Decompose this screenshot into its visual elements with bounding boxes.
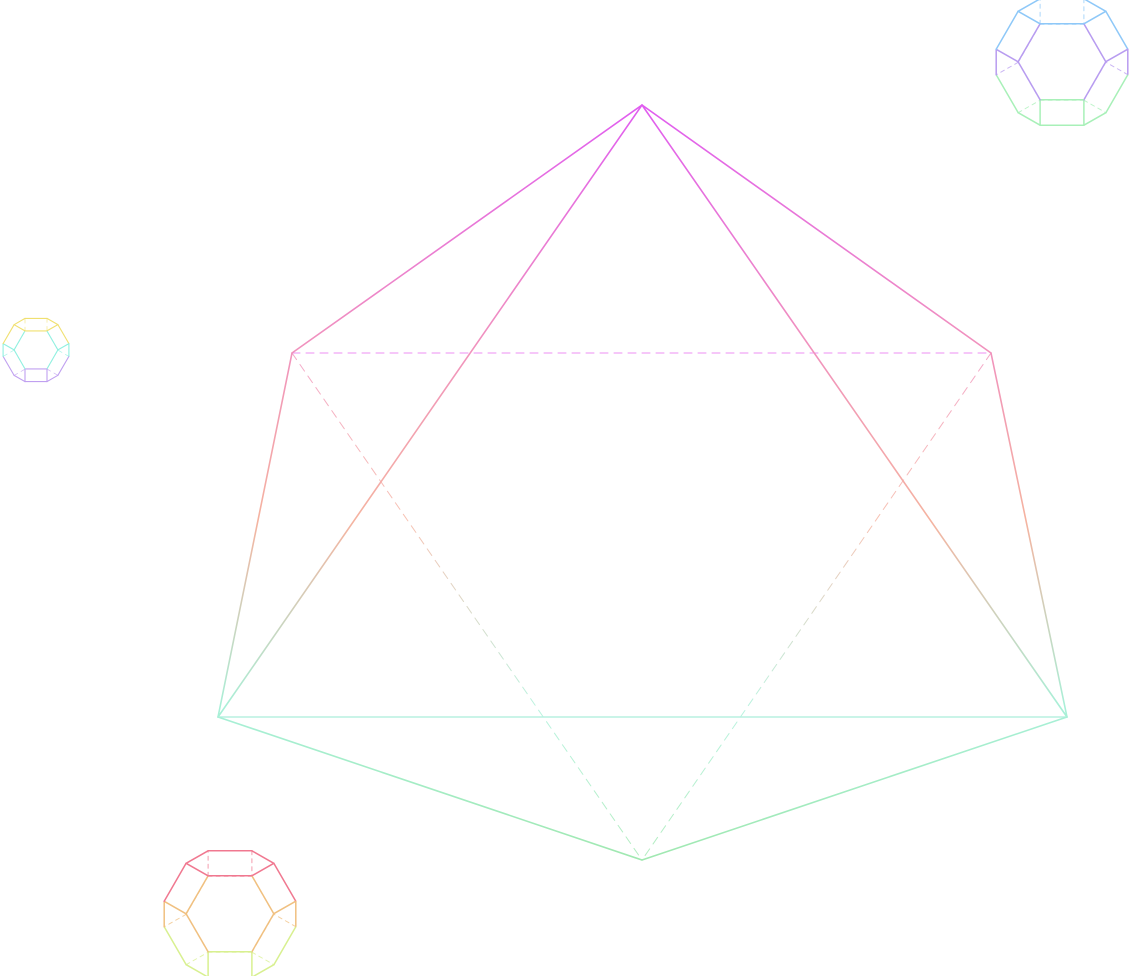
polyhedron-edge xyxy=(1017,61,1041,101)
octahedron xyxy=(217,104,1068,861)
octahedron-edge xyxy=(217,352,293,718)
polyhedron-back-edge xyxy=(185,951,209,966)
polyhedron-back-edge xyxy=(2,349,15,357)
polyhedron-back-edge xyxy=(46,330,59,351)
polyhedron-edge xyxy=(13,324,26,332)
polyhedron-edge xyxy=(1017,10,1041,25)
polyhedron-edge xyxy=(1083,23,1107,63)
polyhedron-edge xyxy=(163,926,187,966)
polyhedron-edge xyxy=(1017,23,1041,63)
polyhedron-edge xyxy=(185,850,209,865)
polyhedron-edge xyxy=(995,74,1019,114)
polyhedron-edge xyxy=(1017,111,1041,126)
polyhedron-edge xyxy=(185,875,209,915)
polyhedron-edge xyxy=(251,875,275,915)
polyhedron-back-edge xyxy=(46,368,59,376)
octahedron-edge xyxy=(217,716,643,861)
polyhedron-edge xyxy=(2,355,15,376)
polyhedron-edge xyxy=(1105,73,1129,114)
polyhedron-edge xyxy=(251,912,275,953)
octahedron-edge xyxy=(641,104,1068,718)
polyhedron-edge xyxy=(13,349,26,370)
polyhedron-back-edge xyxy=(1083,99,1107,114)
polyhedron-edge xyxy=(1083,111,1107,126)
polyhedron-edge xyxy=(185,963,208,976)
polyhedron-edge xyxy=(185,862,209,877)
polyhedron-edge xyxy=(995,10,1019,51)
polyhedron-left xyxy=(2,317,70,383)
polyhedron-back-edge xyxy=(163,913,187,928)
polyhedron-back-edge xyxy=(57,349,70,357)
polyhedron-edge xyxy=(251,862,275,877)
polyhedron-edge xyxy=(1017,0,1040,13)
polyhedron-edge xyxy=(163,862,187,903)
polyhedron-back-edge xyxy=(273,913,297,928)
polyhedron-edge xyxy=(1084,0,1107,13)
polyhedron-edge xyxy=(2,324,15,345)
polyhedron-top-right xyxy=(995,0,1129,126)
polyhedron-bottom-left xyxy=(163,850,297,976)
polyhedron-edge xyxy=(1083,10,1107,25)
polyhedron-back-edge xyxy=(46,349,59,370)
polyhedron-back-edge xyxy=(13,368,26,376)
polyhedron-back-edge xyxy=(1105,61,1129,76)
polyhedron-edge xyxy=(163,900,187,915)
polyhedron-edge xyxy=(57,324,70,345)
polyhedron-edge xyxy=(2,343,15,351)
polyhedron-edge xyxy=(57,355,70,376)
polyhedron-edge xyxy=(995,48,1019,63)
polyhedron-back-edge xyxy=(251,951,275,966)
polyhedron-edge xyxy=(1083,60,1107,101)
octahedron-edge xyxy=(641,716,1068,861)
polyhedron-edge xyxy=(1105,10,1129,50)
octahedron-back-edge xyxy=(291,352,643,861)
polyhedron-edge xyxy=(252,963,275,976)
polyhedron-edge xyxy=(13,374,26,383)
polyhedron-edge xyxy=(46,317,59,326)
octahedron-edge xyxy=(990,352,1068,718)
polyhedron-edge xyxy=(13,330,26,351)
polyhedron-edge xyxy=(46,324,59,332)
polyhedron-edge xyxy=(273,862,297,902)
polyhedron-back-edge xyxy=(1017,99,1041,114)
octahedron-edge xyxy=(217,104,643,718)
polyhedron-edge xyxy=(185,913,209,953)
octahedron-edge xyxy=(291,104,643,354)
octahedron-back-edge xyxy=(641,352,992,861)
polyhedron-edge xyxy=(46,374,59,383)
octahedron-edge xyxy=(641,104,992,354)
polyhedron-edge xyxy=(13,317,26,326)
polyhedron-edge xyxy=(273,925,297,966)
polyhedron-edge xyxy=(57,343,70,351)
polyhedron-edge xyxy=(1105,48,1129,63)
polyhedron-edge xyxy=(273,900,297,915)
polyhedron-back-edge xyxy=(995,61,1019,76)
polyhedron-edge xyxy=(251,850,275,865)
